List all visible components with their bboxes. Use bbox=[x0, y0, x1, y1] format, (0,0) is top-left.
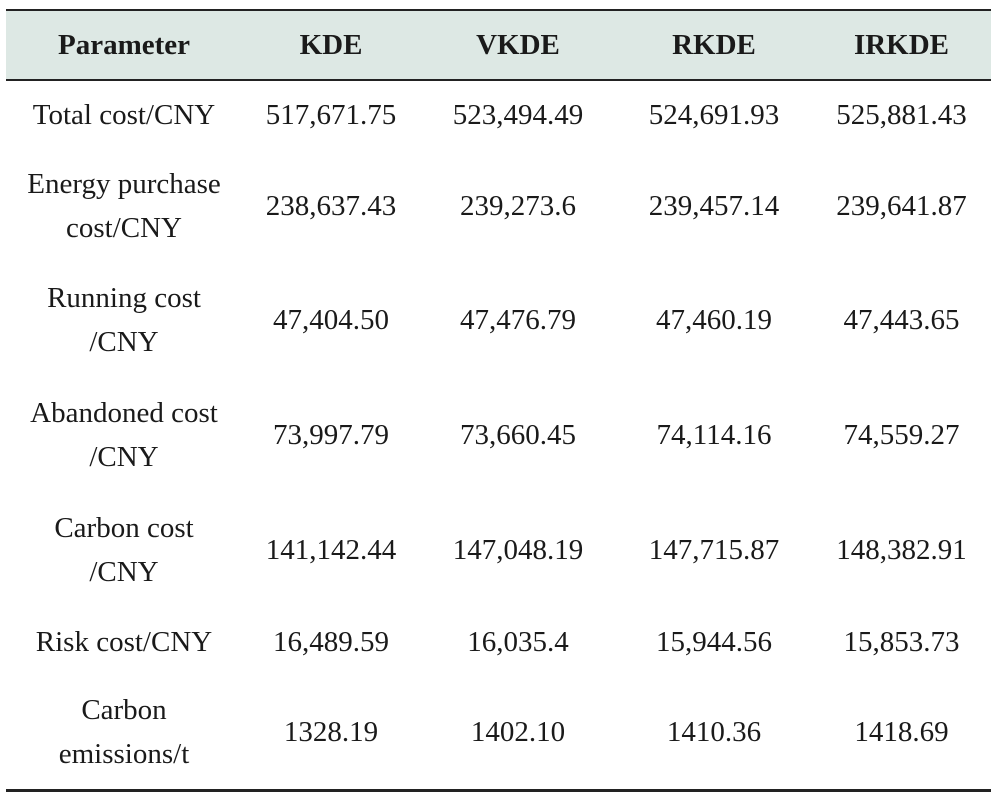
cell-kde: 73,997.79 bbox=[273, 418, 389, 451]
table-row-risk-cost: Risk cost/CNY 16,489.59 16,035.4 15,944.… bbox=[6, 608, 991, 676]
cell-irkde: 15,853.73 bbox=[843, 626, 960, 658]
row-label: Risk cost/CNY bbox=[6, 608, 242, 676]
table-header: Parameter KDE VKDE RKDE IRKDE bbox=[6, 9, 991, 81]
row-label-line: Total cost/CNY bbox=[32, 99, 216, 131]
cell-vkde: 1402.10 bbox=[420, 676, 616, 792]
row-label: Abandoned cost /CNY bbox=[6, 377, 242, 492]
cell-vkde: 73,660.45 bbox=[460, 418, 576, 451]
row-label-line: Carbon bbox=[81, 694, 167, 727]
row-label-line: Energy purchase bbox=[27, 168, 221, 200]
row-label: Total cost/CNY bbox=[6, 80, 242, 149]
cell-kde: 238,637.43 bbox=[265, 190, 397, 222]
header-parameter: Parameter bbox=[6, 9, 242, 81]
row-label: Running cost /CNY bbox=[6, 263, 242, 377]
cell-rkde: 239,457.14 bbox=[648, 190, 780, 222]
cell-vkde: 523,494.49 bbox=[452, 99, 584, 131]
row-label: Energy purchase cost/CNY bbox=[6, 149, 242, 263]
table-row-carbon-cost: Carbon cost /CNY 141,142.44 147,048.19 1… bbox=[6, 492, 991, 608]
cell-rkde: 74,114.16 bbox=[656, 418, 772, 451]
row-label-line: Risk cost/CNY bbox=[35, 626, 213, 658]
cell-irkde: 74,559.27 bbox=[843, 418, 960, 451]
cell-irkde: 148,382.91 bbox=[836, 534, 967, 566]
row-label-line: cost/CNY bbox=[66, 212, 182, 244]
header-vkde: VKDE bbox=[420, 9, 616, 81]
cell-irkde: 239,641.87 bbox=[836, 190, 967, 222]
cell-vkde: 47,476.79 bbox=[460, 304, 576, 336]
cell-irkde: 47,443.65 bbox=[843, 304, 960, 336]
row-label-line: /CNY bbox=[89, 440, 159, 473]
row-label-line: Carbon cost bbox=[54, 512, 194, 544]
header-irkde: IRKDE bbox=[812, 9, 991, 81]
cell-irkde: 525,881.43 bbox=[836, 99, 967, 131]
table-body: Total cost/CNY 517,671.75 523,494.49 524… bbox=[6, 80, 991, 792]
cell-irkde: 1418.69 bbox=[812, 676, 991, 792]
table-row-running-cost: Running cost /CNY 47,404.50 47,476.79 47… bbox=[6, 263, 991, 377]
cell-vkde: 147,048.19 bbox=[452, 534, 584, 566]
row-label: Carbon cost /CNY bbox=[6, 492, 242, 608]
cell-rkde: 147,715.87 bbox=[648, 534, 780, 566]
table-row-energy-purchase-cost: Energy purchase cost/CNY 238,637.43 239,… bbox=[6, 149, 991, 263]
table-row-abandoned-cost: Abandoned cost /CNY 73,997.79 73,660.45 … bbox=[6, 377, 991, 492]
cell-vkde: 239,273.6 bbox=[460, 190, 576, 222]
cell-kde: 16,489.59 bbox=[273, 626, 389, 658]
row-label-line: /CNY bbox=[89, 556, 159, 588]
cell-kde: 47,404.50 bbox=[273, 304, 389, 336]
row-label-line: emissions/t bbox=[58, 738, 190, 771]
header-rkde: RKDE bbox=[616, 9, 812, 81]
header-row: Parameter KDE VKDE RKDE IRKDE bbox=[6, 9, 991, 81]
cost-comparison-table: Parameter KDE VKDE RKDE IRKDE Total cost… bbox=[6, 9, 991, 792]
cell-rkde: 15,944.56 bbox=[656, 626, 772, 658]
row-label-line: /CNY bbox=[89, 326, 159, 358]
table-row-carbon-emissions: Carbon emissions/t 1328.19 1402.10 1410.… bbox=[6, 676, 991, 792]
row-label-line: Abandoned cost bbox=[30, 396, 218, 429]
cell-kde: 1328.19 bbox=[242, 676, 420, 792]
table-row-total-cost: Total cost/CNY 517,671.75 523,494.49 524… bbox=[6, 80, 991, 149]
cell-vkde: 16,035.4 bbox=[467, 626, 569, 658]
cell-rkde: 1410.36 bbox=[616, 676, 812, 792]
cell-kde: 141,142.44 bbox=[265, 534, 397, 566]
row-label-line: Running cost bbox=[47, 282, 201, 314]
cell-kde: 517,671.75 bbox=[265, 99, 397, 131]
comparison-table-container: Parameter KDE VKDE RKDE IRKDE Total cost… bbox=[6, 9, 991, 792]
cell-rkde: 524,691.93 bbox=[648, 99, 780, 131]
header-kde: KDE bbox=[242, 9, 420, 81]
row-label: Carbon emissions/t bbox=[6, 676, 242, 792]
cell-rkde: 47,460.19 bbox=[656, 304, 772, 336]
